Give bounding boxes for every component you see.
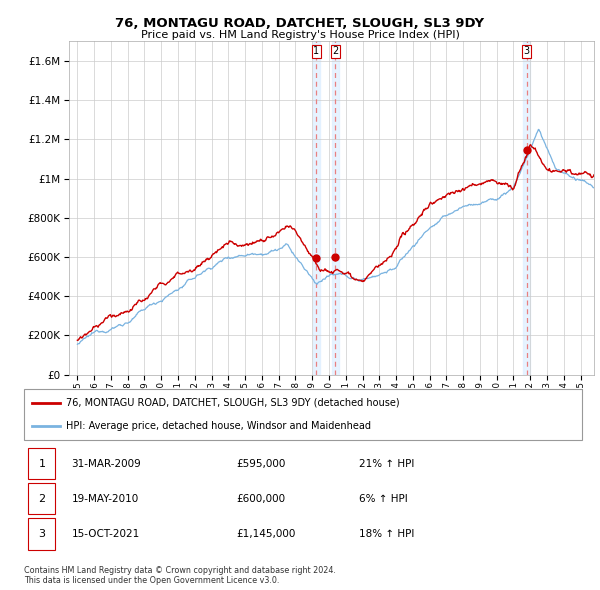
Text: 76, MONTAGU ROAD, DATCHET, SLOUGH, SL3 9DY: 76, MONTAGU ROAD, DATCHET, SLOUGH, SL3 9… [115,17,485,30]
Text: 19-MAY-2010: 19-MAY-2010 [71,494,139,503]
Text: £1,145,000: £1,145,000 [236,529,295,539]
Bar [523,41,530,375]
Bar [28,483,55,514]
Text: Price paid vs. HM Land Registry's House Price Index (HPI): Price paid vs. HM Land Registry's House … [140,30,460,40]
Text: 1: 1 [313,46,319,56]
Text: 2: 2 [38,494,46,503]
Text: 18% ↑ HPI: 18% ↑ HPI [359,529,414,539]
Bar [332,41,339,375]
Text: 3: 3 [38,529,46,539]
Text: 3: 3 [524,46,530,56]
Text: Contains HM Land Registry data © Crown copyright and database right 2024.
This d: Contains HM Land Registry data © Crown c… [24,566,336,585]
Text: 1: 1 [38,458,46,468]
Text: HPI: Average price, detached house, Windsor and Maidenhead: HPI: Average price, detached house, Wind… [66,421,371,431]
Bar [313,41,320,375]
Bar [28,448,55,480]
Text: £595,000: £595,000 [236,458,286,468]
Text: £600,000: £600,000 [236,494,285,503]
Bar [28,517,55,549]
Text: 6% ↑ HPI: 6% ↑ HPI [359,494,407,503]
Text: 15-OCT-2021: 15-OCT-2021 [71,529,140,539]
Text: 76, MONTAGU ROAD, DATCHET, SLOUGH, SL3 9DY (detached house): 76, MONTAGU ROAD, DATCHET, SLOUGH, SL3 9… [66,398,400,408]
Text: 21% ↑ HPI: 21% ↑ HPI [359,458,414,468]
Text: 2: 2 [332,46,338,56]
Text: 31-MAR-2009: 31-MAR-2009 [71,458,141,468]
